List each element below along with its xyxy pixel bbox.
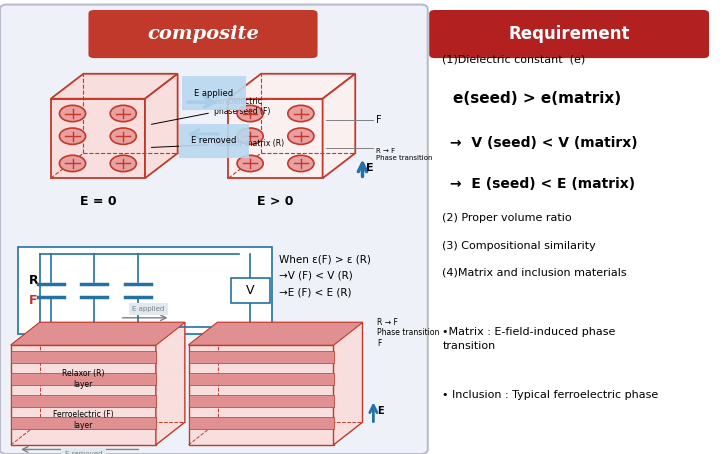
Text: E removed: E removed [65,451,102,454]
Polygon shape [145,74,178,178]
Circle shape [110,155,136,172]
FancyBboxPatch shape [231,278,270,303]
Text: E removed: E removed [191,136,236,145]
Polygon shape [228,99,323,178]
Text: R: R [29,274,38,287]
Polygon shape [188,373,334,385]
Text: (3) Compositional similarity: (3) Compositional similarity [442,241,596,251]
Text: • Inclusion : Typical ferroelectric phase: • Inclusion : Typical ferroelectric phas… [442,390,658,400]
FancyBboxPatch shape [88,10,318,58]
Polygon shape [188,322,362,345]
Text: (2) Proper volume ratio: (2) Proper volume ratio [442,213,572,223]
Text: F: F [376,115,381,125]
Polygon shape [11,350,156,363]
Text: →  V (seed) < V (matirx): → V (seed) < V (matirx) [450,136,637,150]
Text: Relaxor (R)
layer: Relaxor (R) layer [62,370,104,389]
Polygon shape [188,417,334,429]
Text: e(seed) > e(matrix): e(seed) > e(matrix) [453,91,621,106]
Polygon shape [51,74,178,99]
Polygon shape [11,395,156,407]
Circle shape [59,128,86,144]
Text: R → F
Phase transition
F: R → F Phase transition F [377,318,439,348]
Text: (1)Dielectric constant  (e): (1)Dielectric constant (e) [442,54,586,64]
Text: Ferroelectric
phase seed (F): Ferroelectric phase seed (F) [152,97,270,124]
Text: composite: composite [147,25,259,43]
Text: E applied: E applied [194,89,233,98]
Polygon shape [51,99,145,178]
Text: E: E [377,406,384,416]
Text: R → F
Phase transition: R → F Phase transition [376,148,432,162]
Polygon shape [323,74,355,178]
Text: E = 0: E = 0 [80,195,116,208]
FancyBboxPatch shape [429,10,709,58]
Polygon shape [188,345,334,445]
Polygon shape [188,350,334,363]
Circle shape [59,155,86,172]
Circle shape [288,105,314,122]
Text: When ε(F) > ε (R)
→V (F) < V (R)
→E (F) < E (R): When ε(F) > ε (R) →V (F) < V (R) →E (F) … [279,254,371,297]
Polygon shape [11,322,185,345]
Circle shape [110,105,136,122]
Polygon shape [11,322,185,345]
Circle shape [288,155,314,172]
FancyBboxPatch shape [18,247,272,334]
Text: E > 0: E > 0 [257,195,294,208]
Polygon shape [11,417,156,429]
Text: E: E [366,163,374,173]
Text: →  E (seed) < E (matrix): → E (seed) < E (matrix) [450,177,634,191]
Circle shape [237,105,263,122]
Polygon shape [188,322,362,345]
Circle shape [237,128,263,144]
Circle shape [59,105,86,122]
Text: Requirement: Requirement [508,25,630,43]
Polygon shape [11,373,156,385]
Circle shape [110,128,136,144]
FancyBboxPatch shape [0,5,428,454]
Polygon shape [334,322,362,445]
Text: Ferroelectric (F)
layer: Ferroelectric (F) layer [53,410,114,429]
Polygon shape [228,74,355,99]
Text: (4)Matrix and inclusion materials: (4)Matrix and inclusion materials [442,268,627,278]
Text: F: F [29,294,38,307]
Text: •Matrix : E-field-induced phase
transition: •Matrix : E-field-induced phase transiti… [442,327,616,351]
Circle shape [288,128,314,144]
Text: V: V [246,284,254,297]
Circle shape [237,155,263,172]
Text: Relaxor matrix (R): Relaxor matrix (R) [152,138,284,148]
Polygon shape [156,322,185,445]
Polygon shape [11,345,156,445]
Text: E applied: E applied [133,306,165,312]
Polygon shape [188,395,334,407]
